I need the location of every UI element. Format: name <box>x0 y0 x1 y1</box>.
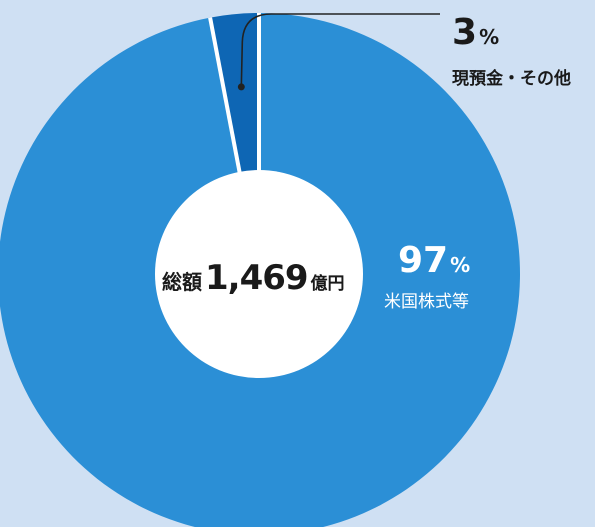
slice-unit-stocks: % <box>450 253 471 277</box>
slice-name-stocks: 米国株式等 <box>384 292 469 312</box>
total-prefix: 総額 <box>162 270 202 294</box>
total-label: 総額 1,469 億円 <box>162 258 345 298</box>
leader-line-cash <box>240 13 440 87</box>
donut-hole <box>155 170 363 378</box>
total-value: 1,469 <box>205 258 309 298</box>
leader-dot-cash <box>237 83 245 91</box>
slice-unit-cash: % <box>479 25 500 49</box>
slice-value-stocks: 97 <box>398 240 449 281</box>
total-suffix: 億円 <box>310 274 345 294</box>
slice-name-cash: 現預金・その他 <box>452 69 571 89</box>
slice-value-cash: 3 <box>452 12 478 53</box>
slice-label-stocks: 97% <box>398 240 470 281</box>
slice-label-cash: 3% <box>452 12 499 53</box>
